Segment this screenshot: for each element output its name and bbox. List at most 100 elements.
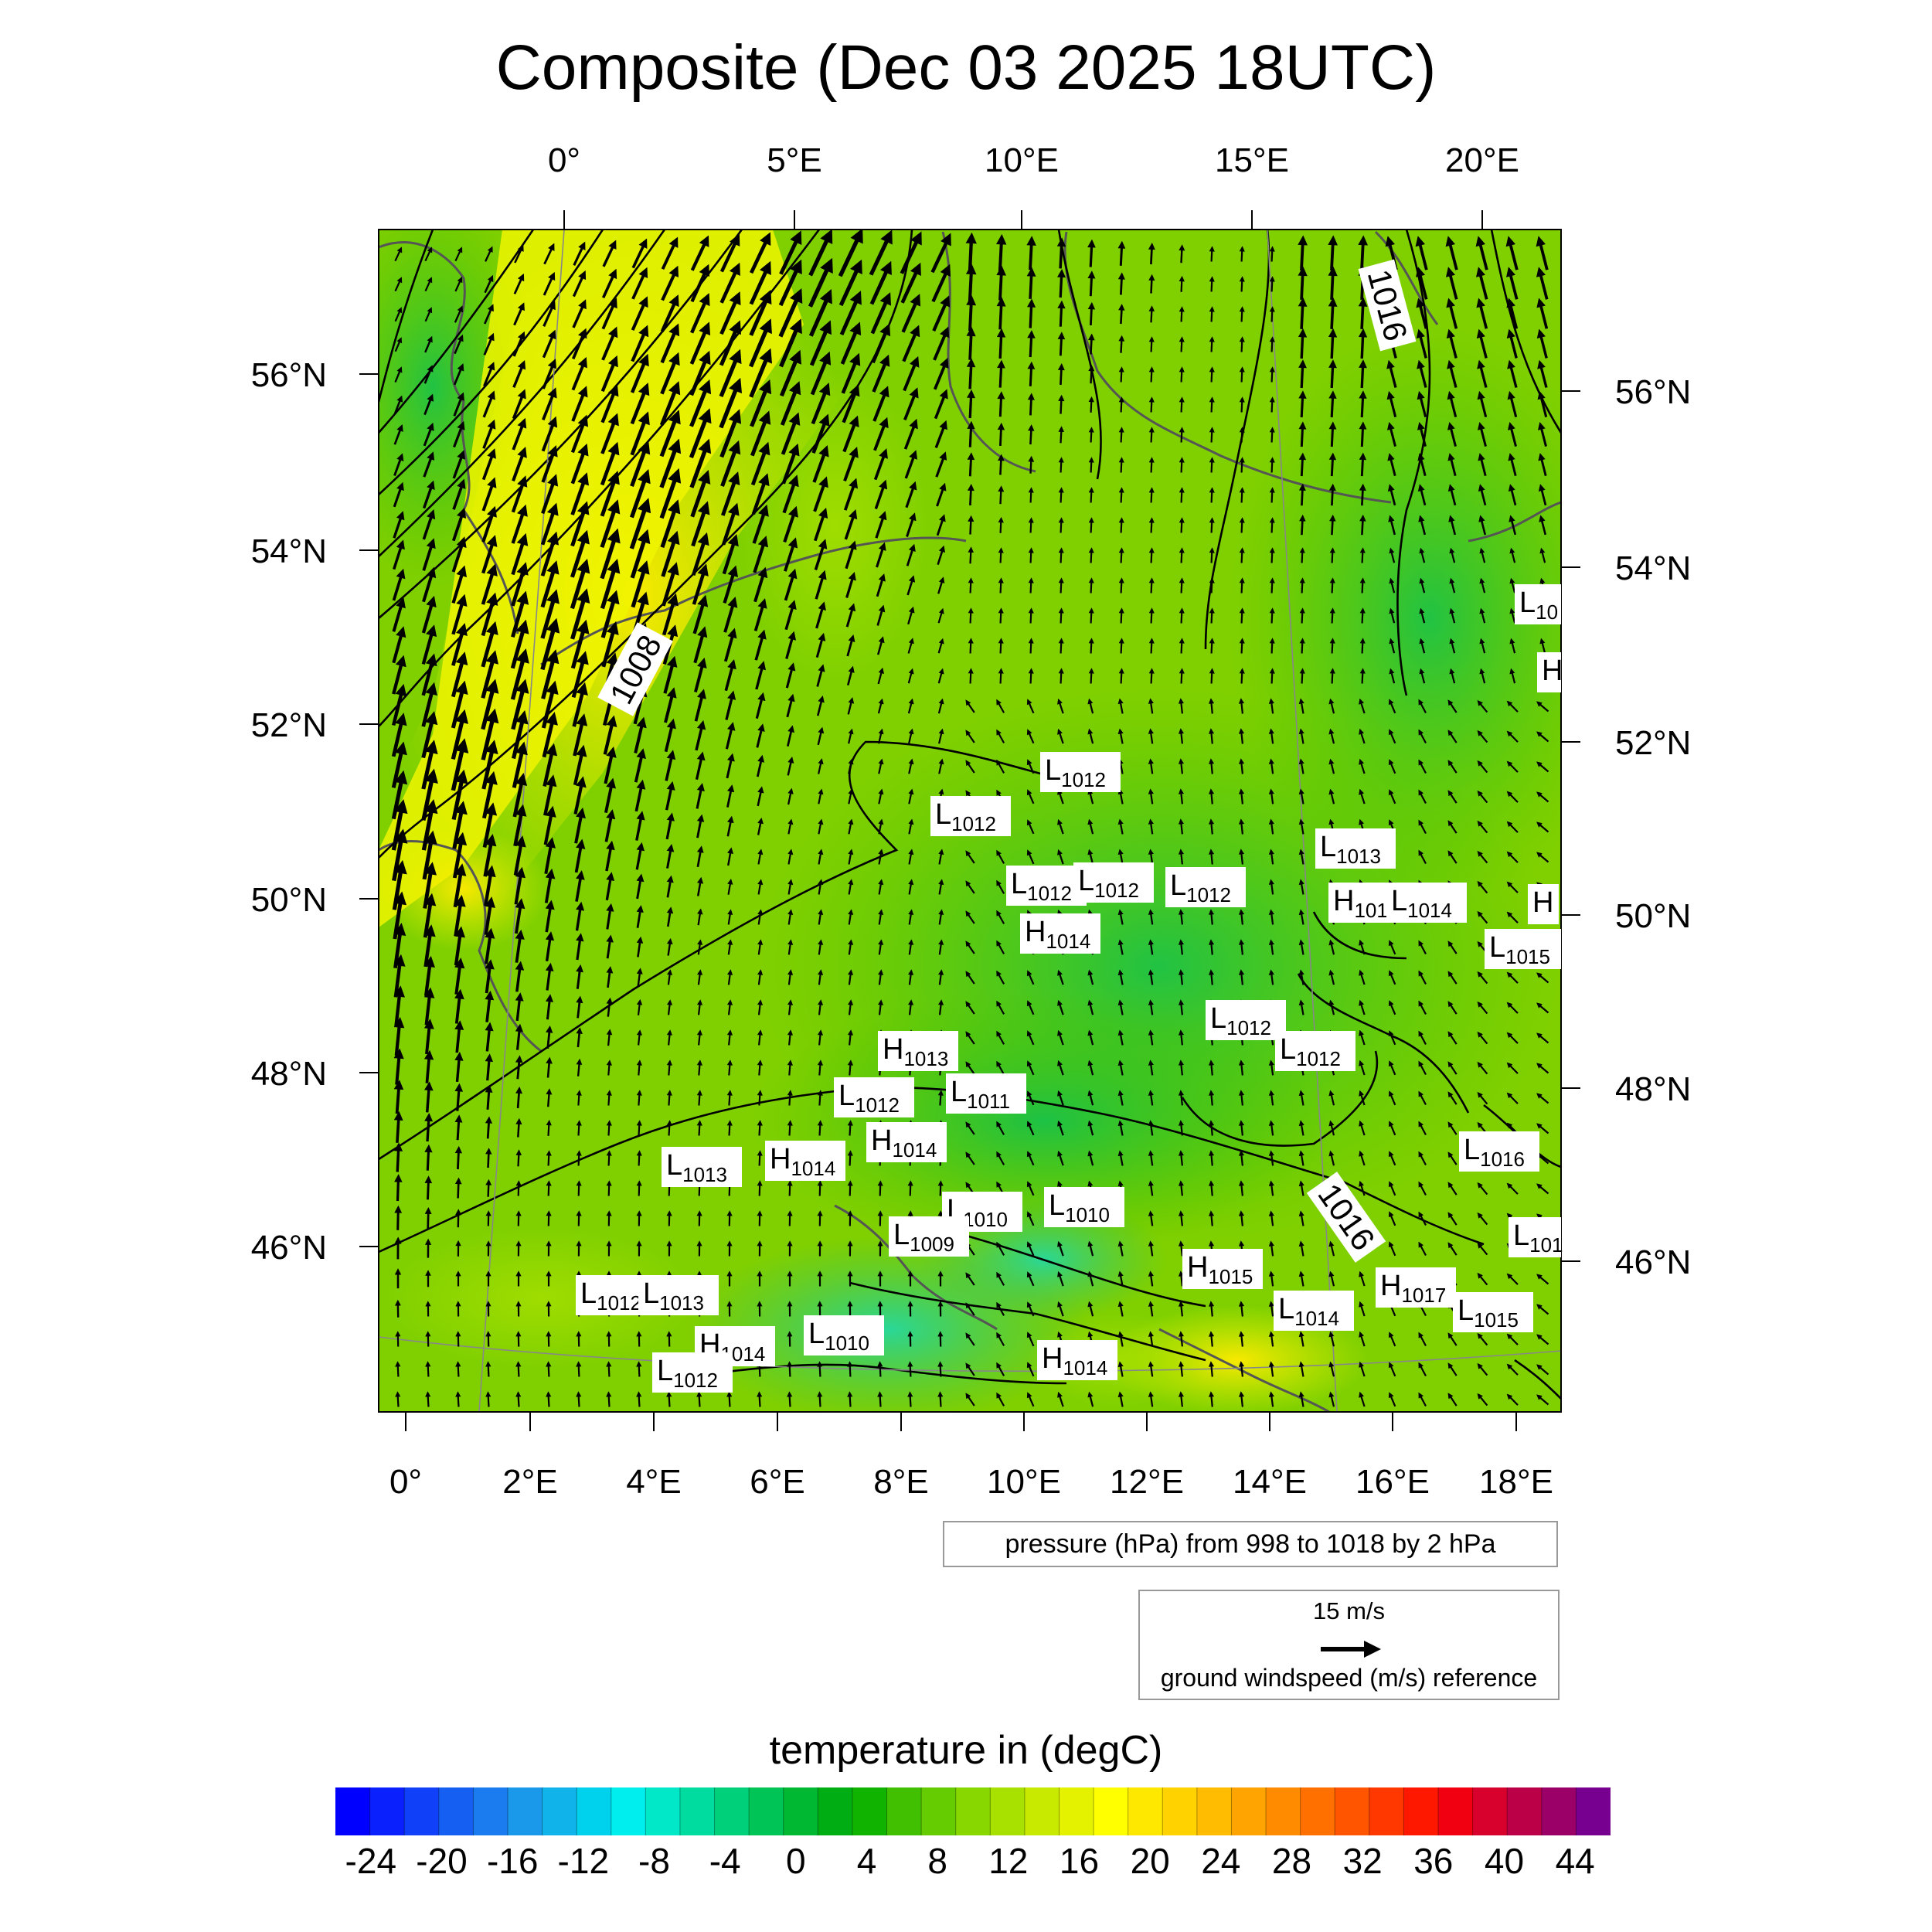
- bottom-lon-label: 10°E: [987, 1463, 1061, 1501]
- pressure-caption: pressure (hPa) from 998 to 1018 by 2 hPa: [943, 1521, 1558, 1567]
- bottom-lon-label: 2°E: [502, 1463, 557, 1501]
- colorbar-box: [645, 1787, 681, 1835]
- colorbar-box: [1576, 1787, 1611, 1835]
- high-pressure-label: H: [1537, 652, 1563, 692]
- wind-reference-caption: ground windspeed (m/s) reference: [1160, 1664, 1538, 1692]
- low-pressure-label: L1014: [1274, 1291, 1354, 1331]
- low-pressure-label: L1010: [1044, 1187, 1124, 1227]
- colorbar-tick-label: -4: [709, 1841, 741, 1881]
- colorbar-box: [1300, 1787, 1335, 1835]
- colorbar-box: [679, 1787, 716, 1835]
- map-frame: [378, 229, 1562, 1413]
- right-lat-label: 48°N: [1615, 1070, 1691, 1108]
- low-pressure-label: L1016: [1459, 1131, 1539, 1172]
- right-lat-label: 52°N: [1615, 724, 1691, 762]
- top-lon-label: 15°E: [1215, 141, 1289, 179]
- colorbar-tick-label: -24: [345, 1841, 397, 1881]
- colorbar-box: [507, 1787, 543, 1835]
- colorbar-tick-label: -12: [557, 1841, 610, 1881]
- colorbar-box: [335, 1787, 371, 1835]
- low-pressure-label: L1012: [1040, 752, 1121, 792]
- colorbar-box: [1266, 1787, 1301, 1835]
- colorbar-tick-label: 24: [1201, 1841, 1241, 1881]
- high-pressure-label: H1014: [765, 1141, 845, 1181]
- colorbar-tick-label: -20: [416, 1841, 468, 1881]
- bottom-lon-label: 4°E: [626, 1463, 681, 1501]
- left-lat-label: 50°N: [251, 881, 327, 919]
- top-longitude-labels: 0° 5°E 10°E 15°E 20°E: [548, 141, 1519, 179]
- left-latitude-labels: 56°N 54°N 52°N 50°N 48°N 46°N: [251, 356, 327, 1267]
- right-lat-label: 54°N: [1615, 549, 1691, 587]
- colorbar-title: temperature in (degC): [769, 1728, 1163, 1773]
- high-pressure-label: H: [1528, 884, 1559, 924]
- low-pressure-label: L1012: [1206, 1000, 1286, 1040]
- bottom-lon-label: 16°E: [1355, 1463, 1430, 1501]
- wind-reference-speed: 15 m/s: [1312, 1597, 1386, 1624]
- svg-text:L1012: L1012: [1045, 754, 1106, 791]
- colorbar-box: [369, 1787, 405, 1835]
- svg-text:H1014: H1014: [770, 1143, 835, 1180]
- left-lat-label: 56°N: [251, 356, 327, 394]
- left-lat-label: 48°N: [251, 1055, 327, 1093]
- low-pressure-label: L10: [1515, 584, 1561, 624]
- colorbar-box: [1403, 1787, 1439, 1835]
- colorbar-box: [990, 1787, 1026, 1835]
- colorbar-box: [1128, 1787, 1163, 1835]
- low-pressure-label: L1010: [804, 1315, 884, 1355]
- colorbar-tick-label: 8: [927, 1841, 947, 1881]
- low-pressure-label: L1015: [1485, 929, 1561, 969]
- colorbar-box: [955, 1787, 991, 1835]
- high-pressure-label: H1013: [878, 1031, 958, 1071]
- colorbar-box: [1024, 1787, 1060, 1835]
- colorbar-tick-label: 44: [1555, 1841, 1595, 1881]
- top-lon-label: 0°: [548, 141, 580, 179]
- low-pressure-label: L1012: [1165, 867, 1246, 907]
- high-pressure-label: H101: [1328, 883, 1396, 923]
- colorbar-tick-label: 36: [1413, 1841, 1454, 1881]
- low-pressure-label: L1013: [662, 1147, 742, 1187]
- colorbar-box: [438, 1787, 474, 1835]
- map-title: Composite (Dec 03 2025 18UTC): [495, 32, 1437, 103]
- wind-reference-arrow-icon: [1321, 1641, 1381, 1658]
- svg-text:L10: L10: [1519, 587, 1558, 624]
- bottom-lon-label: 8°E: [873, 1463, 928, 1501]
- wind-reference-box: 15 m/s ground windspeed (m/s) reference: [1138, 1590, 1560, 1700]
- colorbar-box: [1438, 1787, 1474, 1835]
- colorbar-box: [577, 1787, 612, 1835]
- colorbar-tick-label: 28: [1271, 1841, 1312, 1881]
- colorbar-tick-label: 40: [1484, 1841, 1525, 1881]
- low-pressure-label: L1013: [1315, 828, 1396, 869]
- colorbar-box: [473, 1787, 509, 1835]
- tick-marks: [359, 210, 1580, 1431]
- colorbar-box: [818, 1787, 853, 1835]
- colorbar-box: [1196, 1787, 1233, 1835]
- low-pressure-label: L1012: [1275, 1031, 1355, 1071]
- low-pressure-label: L1012: [652, 1352, 733, 1393]
- low-pressure-label: L1009: [889, 1216, 969, 1257]
- colorbar-box: [852, 1787, 888, 1835]
- bottom-longitude-labels: 0° 2°E 4°E 6°E 8°E 10°E 12°E 14°E 16°E 1…: [389, 1463, 1553, 1501]
- low-pressure-label: L101: [1509, 1217, 1563, 1257]
- colorbar-box: [714, 1787, 750, 1835]
- colorbar-tick-label: 0: [786, 1841, 806, 1881]
- svg-text:L1010: L1010: [1049, 1189, 1110, 1226]
- top-lon-label: 5°E: [767, 141, 821, 179]
- top-lon-label: 20°E: [1445, 141, 1519, 179]
- left-lat-label: 46°N: [251, 1229, 327, 1267]
- low-pressure-label: L1013: [638, 1275, 719, 1315]
- bottom-lon-label: 0°: [389, 1463, 422, 1501]
- top-lon-label: 10°E: [985, 141, 1059, 179]
- colorbar-tick-label: 12: [988, 1841, 1029, 1881]
- colorbar-tick-label: 32: [1342, 1841, 1383, 1881]
- high-pressure-label: H1014: [1020, 913, 1100, 954]
- colorbar-box: [749, 1787, 784, 1835]
- svg-text:H: H: [1542, 655, 1563, 687]
- colorbar-box: [783, 1787, 818, 1835]
- colorbar-ticks: -24 -20 -16 -12 -8 -4 0 4 8 12 16 20 24 28 32 36 40 44: [0, 1840, 1932, 1894]
- high-pressure-label: H1015: [1182, 1249, 1263, 1289]
- colorbar-box: [542, 1787, 577, 1835]
- colorbar-box: [1162, 1787, 1198, 1835]
- high-pressure-label: H1017: [1376, 1267, 1456, 1308]
